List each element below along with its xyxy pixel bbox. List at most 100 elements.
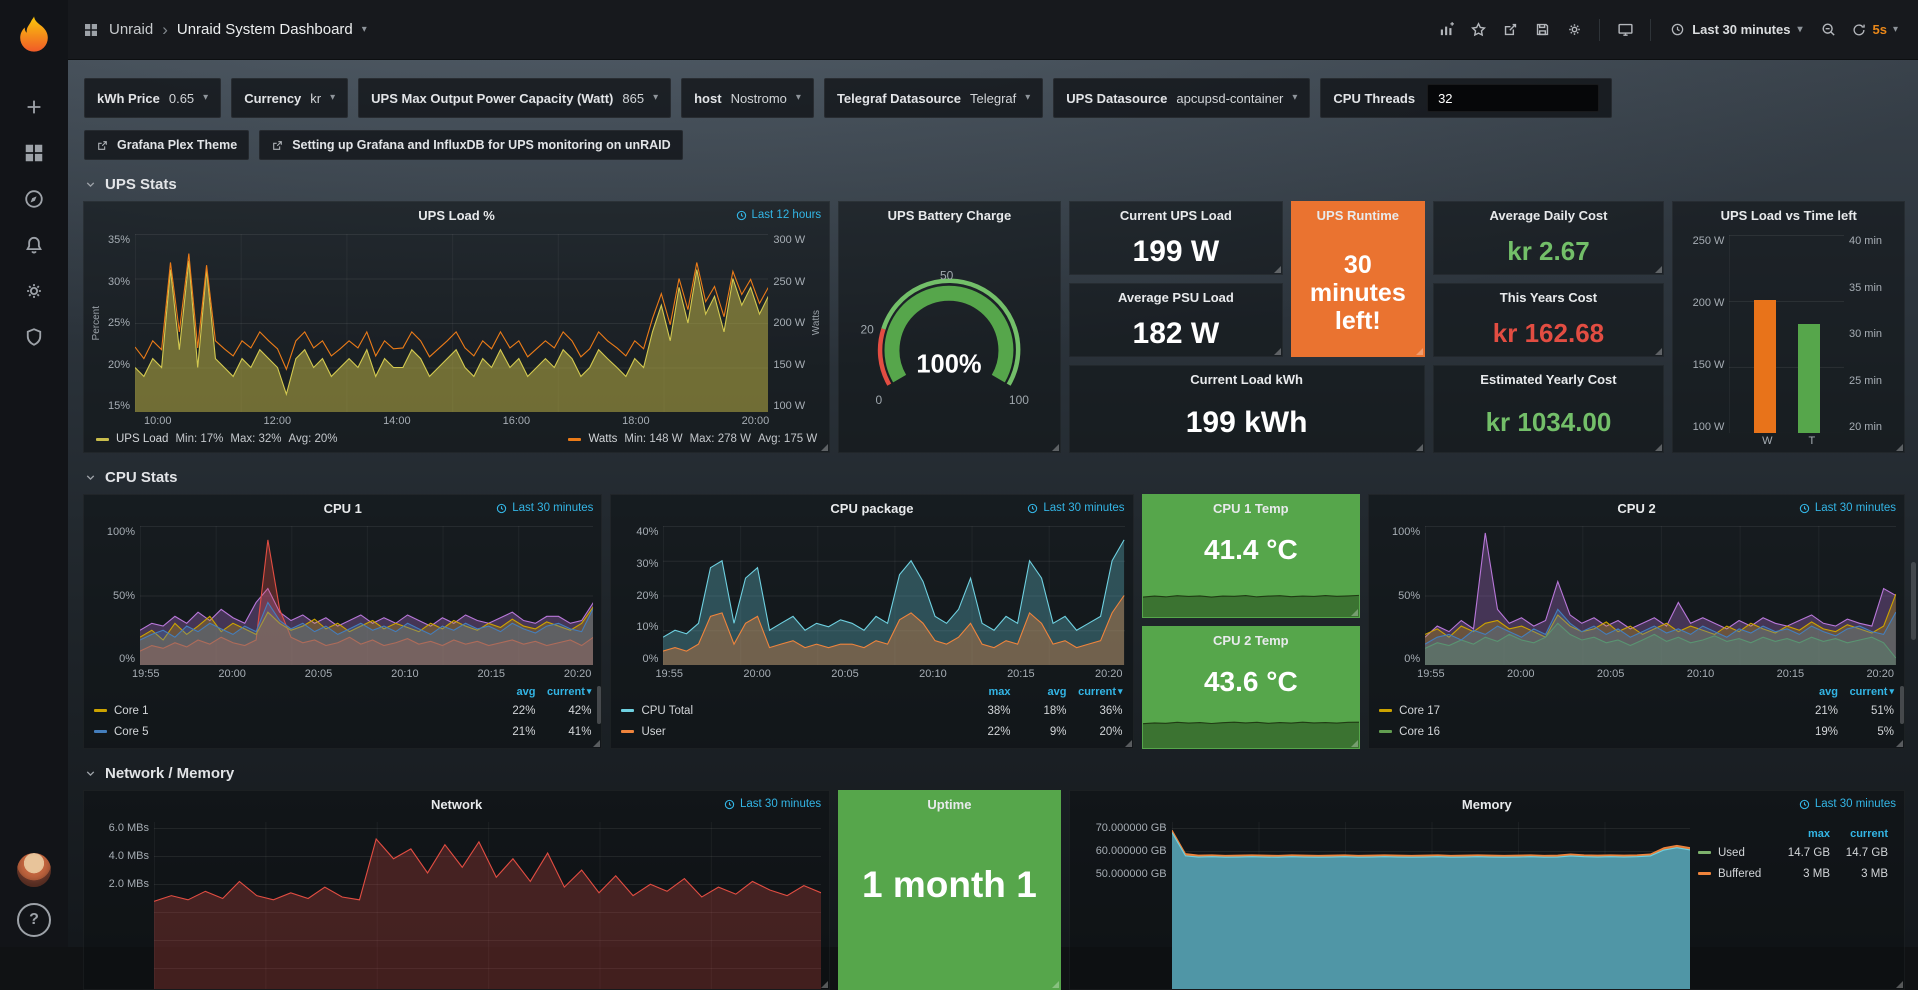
- title-caret-icon[interactable]: ▾: [361, 23, 367, 35]
- variable-ups-datasource[interactable]: UPS Datasource apcupsd-container ▾: [1053, 78, 1311, 118]
- tv-mode-button[interactable]: [1609, 15, 1641, 45]
- panel-time-tag[interactable]: Last 30 minutes: [1799, 798, 1896, 810]
- panel-title[interactable]: Memory: [1461, 797, 1512, 812]
- ups-bar-plot[interactable]: [1729, 235, 1844, 433]
- legend-series-name[interactable]: Core 17: [1399, 704, 1441, 717]
- panel-title[interactable]: CPU package: [830, 501, 914, 516]
- row-header-cpu-stats[interactable]: CPU Stats: [68, 453, 1905, 494]
- legend-col-max[interactable]: max: [1807, 828, 1830, 840]
- panel-title[interactable]: UPS Runtime: [1316, 208, 1399, 223]
- x-tick: 20:20: [1866, 668, 1894, 680]
- variable-telegraf-datasource[interactable]: Telegraf Datasource Telegraf ▾: [823, 78, 1044, 118]
- dashboards-button[interactable]: [10, 130, 58, 176]
- row-header-network-memory[interactable]: Network / Memory: [68, 749, 1905, 790]
- memory-chart[interactable]: [1171, 822, 1691, 989]
- legend-series-name[interactable]: Core 1: [114, 704, 149, 717]
- variable-kwh-price[interactable]: kWh Price 0.65 ▾: [84, 78, 222, 118]
- panel-time-tag[interactable]: Last 30 minutes: [1027, 502, 1125, 514]
- panel-title[interactable]: Current UPS Load: [1119, 208, 1232, 223]
- panel-title[interactable]: Estimated Yearly Cost: [1480, 372, 1617, 387]
- variable-host[interactable]: host Nostromo ▾: [681, 78, 814, 118]
- variable-value[interactable]: apcupsd-container: [1176, 90, 1284, 106]
- legend-col-current[interactable]: current: [1850, 828, 1888, 840]
- panel-title-battery[interactable]: UPS Battery Charge: [887, 208, 1012, 223]
- variable-value[interactable]: kr: [310, 90, 322, 106]
- grafana-logo[interactable]: [11, 12, 57, 58]
- variable-currency[interactable]: Currency kr ▾: [231, 78, 349, 118]
- panel-title[interactable]: CPU 1: [323, 501, 362, 516]
- share-button[interactable]: [1494, 15, 1526, 45]
- legend-col-current[interactable]: current ▾: [547, 686, 592, 698]
- legend-series-name[interactable]: Buffered: [1718, 867, 1762, 880]
- legend-scrollbar[interactable]: [597, 686, 602, 724]
- legend-series-name[interactable]: Watts: [588, 433, 618, 445]
- dashboard-settings-button[interactable]: [1558, 15, 1590, 45]
- refresh-interval-value[interactable]: 5s: [1872, 22, 1887, 37]
- legend-color-swatch: [96, 437, 109, 441]
- help-button[interactable]: ?: [17, 903, 51, 937]
- legend-series-name[interactable]: Core 5: [114, 725, 149, 738]
- configuration-button[interactable]: [10, 268, 58, 314]
- panel-title[interactable]: CPU 1 Temp: [1213, 501, 1289, 516]
- panel-title[interactable]: Average PSU Load: [1117, 290, 1234, 305]
- variable-value[interactable]: Telegraf: [969, 90, 1017, 106]
- panel-title-ups-load[interactable]: UPS Load %: [418, 208, 495, 223]
- save-button[interactable]: [1526, 15, 1558, 45]
- legend-series-name[interactable]: User: [641, 725, 666, 738]
- legend-row: Used 14.7 GB 14.7 GB: [1698, 842, 1888, 863]
- panel-title[interactable]: This Years Cost: [1499, 290, 1598, 305]
- explore-button[interactable]: [10, 176, 58, 222]
- panel-time-tag[interactable]: Last 30 minutes: [496, 502, 593, 514]
- variable-value[interactable]: 865: [622, 90, 645, 106]
- breadcrumb-folder[interactable]: Unraid: [109, 21, 154, 38]
- network-chart[interactable]: [154, 822, 822, 989]
- server-admin-button[interactable]: [10, 314, 58, 360]
- link-ups-monitoring-guide[interactable]: Setting up Grafana and InfluxDB for UPS …: [259, 130, 683, 160]
- page-scrollbar[interactable]: [1911, 562, 1916, 640]
- legend-col-avg[interactable]: avg: [1047, 686, 1067, 698]
- panel-title[interactable]: CPU 2 Temp: [1213, 632, 1289, 648]
- cpu-package-chart[interactable]: [663, 526, 1125, 665]
- zoom-out-button[interactable]: [1813, 15, 1845, 45]
- dashboards-grid-icon: [25, 144, 43, 162]
- legend-col-current[interactable]: current ▾: [1078, 686, 1123, 698]
- create-button[interactable]: [10, 84, 58, 130]
- panel-time-tag[interactable]: Last 30 minutes: [724, 798, 821, 810]
- breadcrumb[interactable]: Unraid › Unraid System Dashboard ▾: [82, 20, 367, 40]
- star-button[interactable]: [1462, 15, 1494, 45]
- panel-title[interactable]: Current Load kWh: [1190, 372, 1303, 387]
- legend-col-avg[interactable]: avg: [1819, 686, 1838, 698]
- legend-series-name[interactable]: Used: [1718, 846, 1745, 859]
- panel-time-tag[interactable]: Last 30 minutes: [1799, 502, 1896, 514]
- variable-ups-max-output[interactable]: UPS Max Output Power Capacity (Watt) 865…: [358, 78, 672, 118]
- refresh-caret-icon[interactable]: ▾: [1892, 23, 1898, 35]
- legend-col-max[interactable]: max: [988, 686, 1011, 698]
- variable-value[interactable]: 0.65: [168, 90, 195, 106]
- link-grafana-plex-theme[interactable]: Grafana Plex Theme: [84, 130, 250, 160]
- alerting-button[interactable]: [10, 222, 58, 268]
- panel-title[interactable]: UPS Load vs Time left: [1720, 208, 1857, 223]
- legend-series-name[interactable]: CPU Total: [641, 704, 693, 717]
- variable-value[interactable]: Nostromo: [730, 90, 787, 106]
- legend-series-name[interactable]: UPS Load: [116, 433, 169, 445]
- legend-scrollbar[interactable]: [1900, 686, 1904, 724]
- row-header-ups-stats[interactable]: UPS Stats: [68, 160, 1918, 201]
- legend-col-current[interactable]: current ▾: [1849, 686, 1894, 698]
- star-icon: [1470, 22, 1486, 37]
- panel-title[interactable]: Average Daily Cost: [1489, 208, 1608, 223]
- panel-time-tag[interactable]: Last 12 hours: [736, 209, 821, 221]
- legend-series-name[interactable]: Core 16: [1399, 725, 1441, 738]
- add-panel-button[interactable]: [1430, 15, 1462, 45]
- cpu-threads-input[interactable]: [1427, 84, 1600, 112]
- refresh-controls[interactable]: 5s ▾: [1845, 22, 1905, 38]
- user-avatar[interactable]: [17, 853, 51, 887]
- time-range-picker[interactable]: Last 30 minutes ▾: [1660, 22, 1812, 37]
- panel-title[interactable]: Uptime: [927, 797, 972, 812]
- legend-col-avg[interactable]: avg: [516, 686, 536, 698]
- panel-title[interactable]: Network: [430, 797, 483, 812]
- cpu1-chart[interactable]: [140, 526, 594, 665]
- cpu2-chart[interactable]: [1425, 526, 1896, 665]
- panel-title[interactable]: CPU 2: [1617, 501, 1656, 516]
- dashboard-title[interactable]: Unraid System Dashboard: [176, 21, 353, 38]
- ups-load-chart[interactable]: [135, 234, 769, 412]
